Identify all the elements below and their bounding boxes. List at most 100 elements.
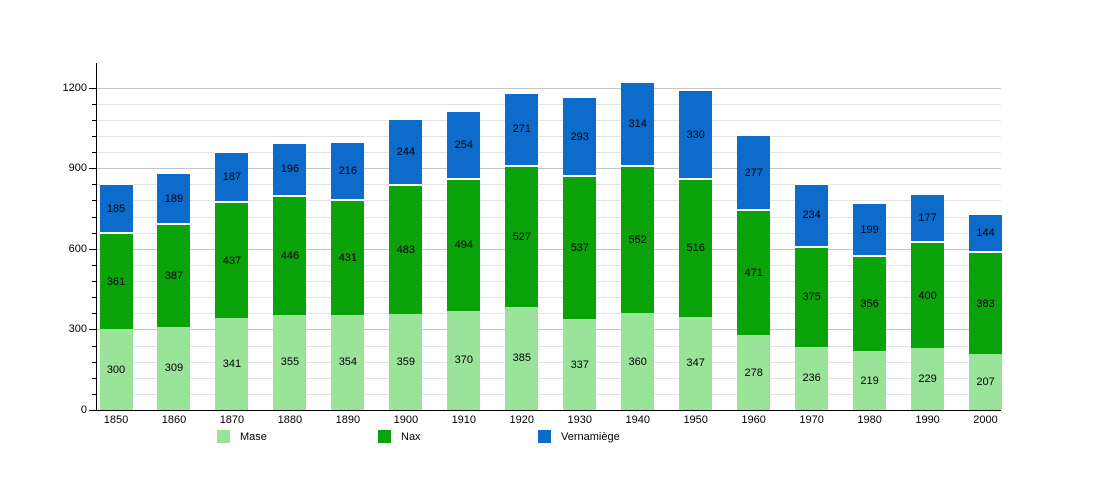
bar-segment-nax-1880: 446 (273, 194, 307, 315)
bar-value-label: 437 (222, 254, 242, 267)
bar-value-label: 516 (686, 242, 705, 255)
y-tick-660 (92, 232, 96, 234)
y-axis-label-900: 900 (68, 162, 87, 175)
bar-segment-mase-1980: 219 (853, 351, 887, 410)
bar-value-label: 347 (686, 357, 705, 370)
bar-segment-vernamiège-1890: 216 (331, 141, 365, 200)
bar-segment-vernamiège-1970: 234 (795, 182, 829, 246)
bar-value-label: 361 (106, 275, 126, 288)
legend-item-nax: Nax (378, 430, 421, 443)
minor-gridline-960 (97, 152, 1001, 153)
y-tick-960 (92, 152, 96, 153)
bar-value-label: 309 (164, 362, 184, 375)
bar-1880: 355 446 196 (273, 142, 307, 410)
y-tick-600 (89, 248, 96, 250)
bar-segment-vernamiège-1920: 271 (505, 92, 539, 165)
bar-value-label: 219 (860, 374, 879, 387)
y-tick-420 (92, 297, 96, 299)
y-tick-480 (92, 281, 96, 282)
y-tick-240 (92, 345, 96, 347)
bar-value-label: 337 (570, 358, 589, 371)
y-tick-1080 (92, 119, 96, 121)
bar-value-label: 537 (570, 242, 589, 255)
bar-1990: 229 400 177 (911, 193, 945, 410)
x-axis-label-1970: 1970 (799, 414, 824, 426)
minor-gridline-660 (97, 232, 1001, 234)
bar-segment-mase-1990: 229 (911, 348, 945, 410)
bar-segment-vernamiège-2000: 144 (969, 212, 1003, 252)
bar-value-label: 471 (744, 267, 763, 279)
bar-value-label: 199 (860, 223, 879, 236)
minor-gridline-240 (97, 345, 1001, 347)
bar-value-label: 271 (512, 123, 531, 136)
bar-segment-mase-1890: 354 (331, 314, 365, 410)
bar-value-label: 431 (338, 251, 358, 264)
bar-value-label: 355 (280, 356, 300, 369)
bar-value-label: 207 (976, 376, 995, 389)
bar-segment-vernamiège-1900: 244 (389, 118, 423, 184)
bar-segment-mase-1900: 359 (389, 313, 423, 410)
bar-segment-vernamiège-1880: 196 (273, 142, 307, 195)
x-axis-label-1960: 1960 (741, 414, 766, 426)
bar-value-label: 483 (396, 243, 416, 256)
bar-segment-nax-1990: 400 (911, 240, 945, 349)
x-axis-label-1890: 1890 (335, 414, 361, 426)
y-axis-label-0: 0 (80, 404, 87, 416)
bar-value-label: 185 (106, 202, 126, 215)
legend-item-mase: Mase (217, 430, 267, 443)
bar-value-label: 494 (454, 239, 473, 252)
bar-1890: 354 431 216 (331, 141, 365, 410)
bar-segment-nax-1850: 361 (99, 232, 133, 330)
bar-value-label: 370 (454, 354, 473, 367)
major-gridline-300 (97, 329, 1001, 331)
y-tick-1140 (92, 103, 96, 105)
x-axis-label-1990: 1990 (915, 414, 940, 426)
x-axis-label-1870: 1870 (219, 414, 245, 426)
bar-value-label: 341 (222, 358, 242, 371)
bar-value-label: 187 (222, 170, 242, 183)
minor-gridline-420 (97, 297, 1001, 299)
minor-gridline-780 (97, 200, 1001, 202)
bar-segment-vernamiège-1870: 187 (215, 150, 249, 201)
bar-segment-nax-1920: 527 (505, 164, 539, 307)
legend-swatch-nax (378, 430, 391, 443)
bar-value-label: 300 (106, 363, 126, 376)
bar-value-label: 552 (628, 234, 647, 247)
x-axis-label-1940: 1940 (625, 414, 650, 426)
minor-gridline-360 (97, 313, 1001, 315)
bar-segment-mase-1910: 370 (447, 310, 481, 410)
minor-gridline-60 (97, 393, 1001, 395)
bar-segment-mase-1870: 341 (215, 318, 249, 410)
bar-segment-nax-2000: 383 (969, 251, 1003, 355)
bar-segment-nax-1870: 437 (215, 200, 249, 319)
bar-value-label: 375 (802, 291, 821, 304)
bar-segment-mase-1930: 337 (563, 319, 597, 410)
y-tick-180 (92, 361, 96, 363)
bar-1860: 309 387 189 (157, 172, 191, 410)
x-axis-label-1950: 1950 (683, 414, 708, 426)
bar-value-label: 314 (628, 117, 647, 130)
bar-value-label: 400 (918, 289, 937, 302)
bar-1980: 219 356 199 (853, 202, 887, 410)
y-axis-label-600: 600 (68, 242, 87, 255)
major-gridline-1200 (97, 87, 1001, 89)
bar-1950: 347 516 330 (679, 89, 713, 410)
bar-segment-vernamiège-1950: 330 (679, 89, 713, 179)
bar-1970: 236 375 234 (795, 182, 829, 410)
bar-value-label: 278 (744, 366, 763, 379)
legend-label: Vernamiège (561, 430, 620, 443)
plot-area: 300 361 185 309 387 189 341 437 187 355 446 196 354 4… (89, 63, 1003, 411)
y-axis-label-1200: 1200 (62, 81, 87, 94)
bar-1940: 360 552 314 (621, 80, 655, 410)
bar-value-label: 196 (280, 163, 300, 176)
bar-segment-nax-1930: 537 (563, 175, 597, 320)
bar-segment-nax-1950: 516 (679, 178, 713, 317)
y-tick-1200 (89, 87, 96, 89)
bar-value-label: 383 (976, 297, 995, 310)
bar-segment-mase-1880: 355 (273, 314, 307, 410)
bar-1960: 278 471 277 (737, 134, 771, 410)
x-axis-label-1850: 1850 (103, 414, 129, 426)
bar-value-label: 360 (628, 355, 647, 368)
bar-segment-vernamiège-1980: 199 (853, 202, 887, 256)
